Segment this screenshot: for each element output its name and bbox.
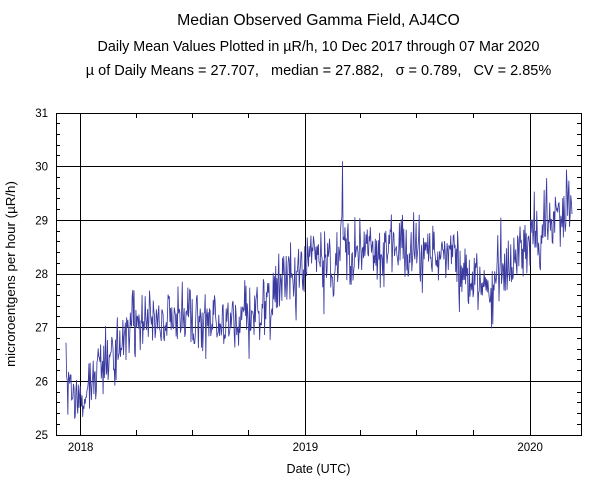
svg-text:2020: 2020 <box>517 442 543 454</box>
svg-text:25: 25 <box>35 430 48 442</box>
svg-text:Date (UTC): Date (UTC) <box>287 462 351 476</box>
svg-text:30: 30 <box>35 162 48 174</box>
svg-text:28: 28 <box>35 269 48 281</box>
svg-text:2019: 2019 <box>293 442 319 454</box>
svg-text:29: 29 <box>35 215 48 227</box>
svg-text:2018: 2018 <box>68 442 94 454</box>
svg-text:27: 27 <box>35 323 48 335</box>
svg-text:26: 26 <box>35 376 48 388</box>
svg-text:31: 31 <box>35 108 48 120</box>
svg-text:microroentgens per hour (µR/h): microroentgens per hour (µR/h) <box>3 181 18 367</box>
